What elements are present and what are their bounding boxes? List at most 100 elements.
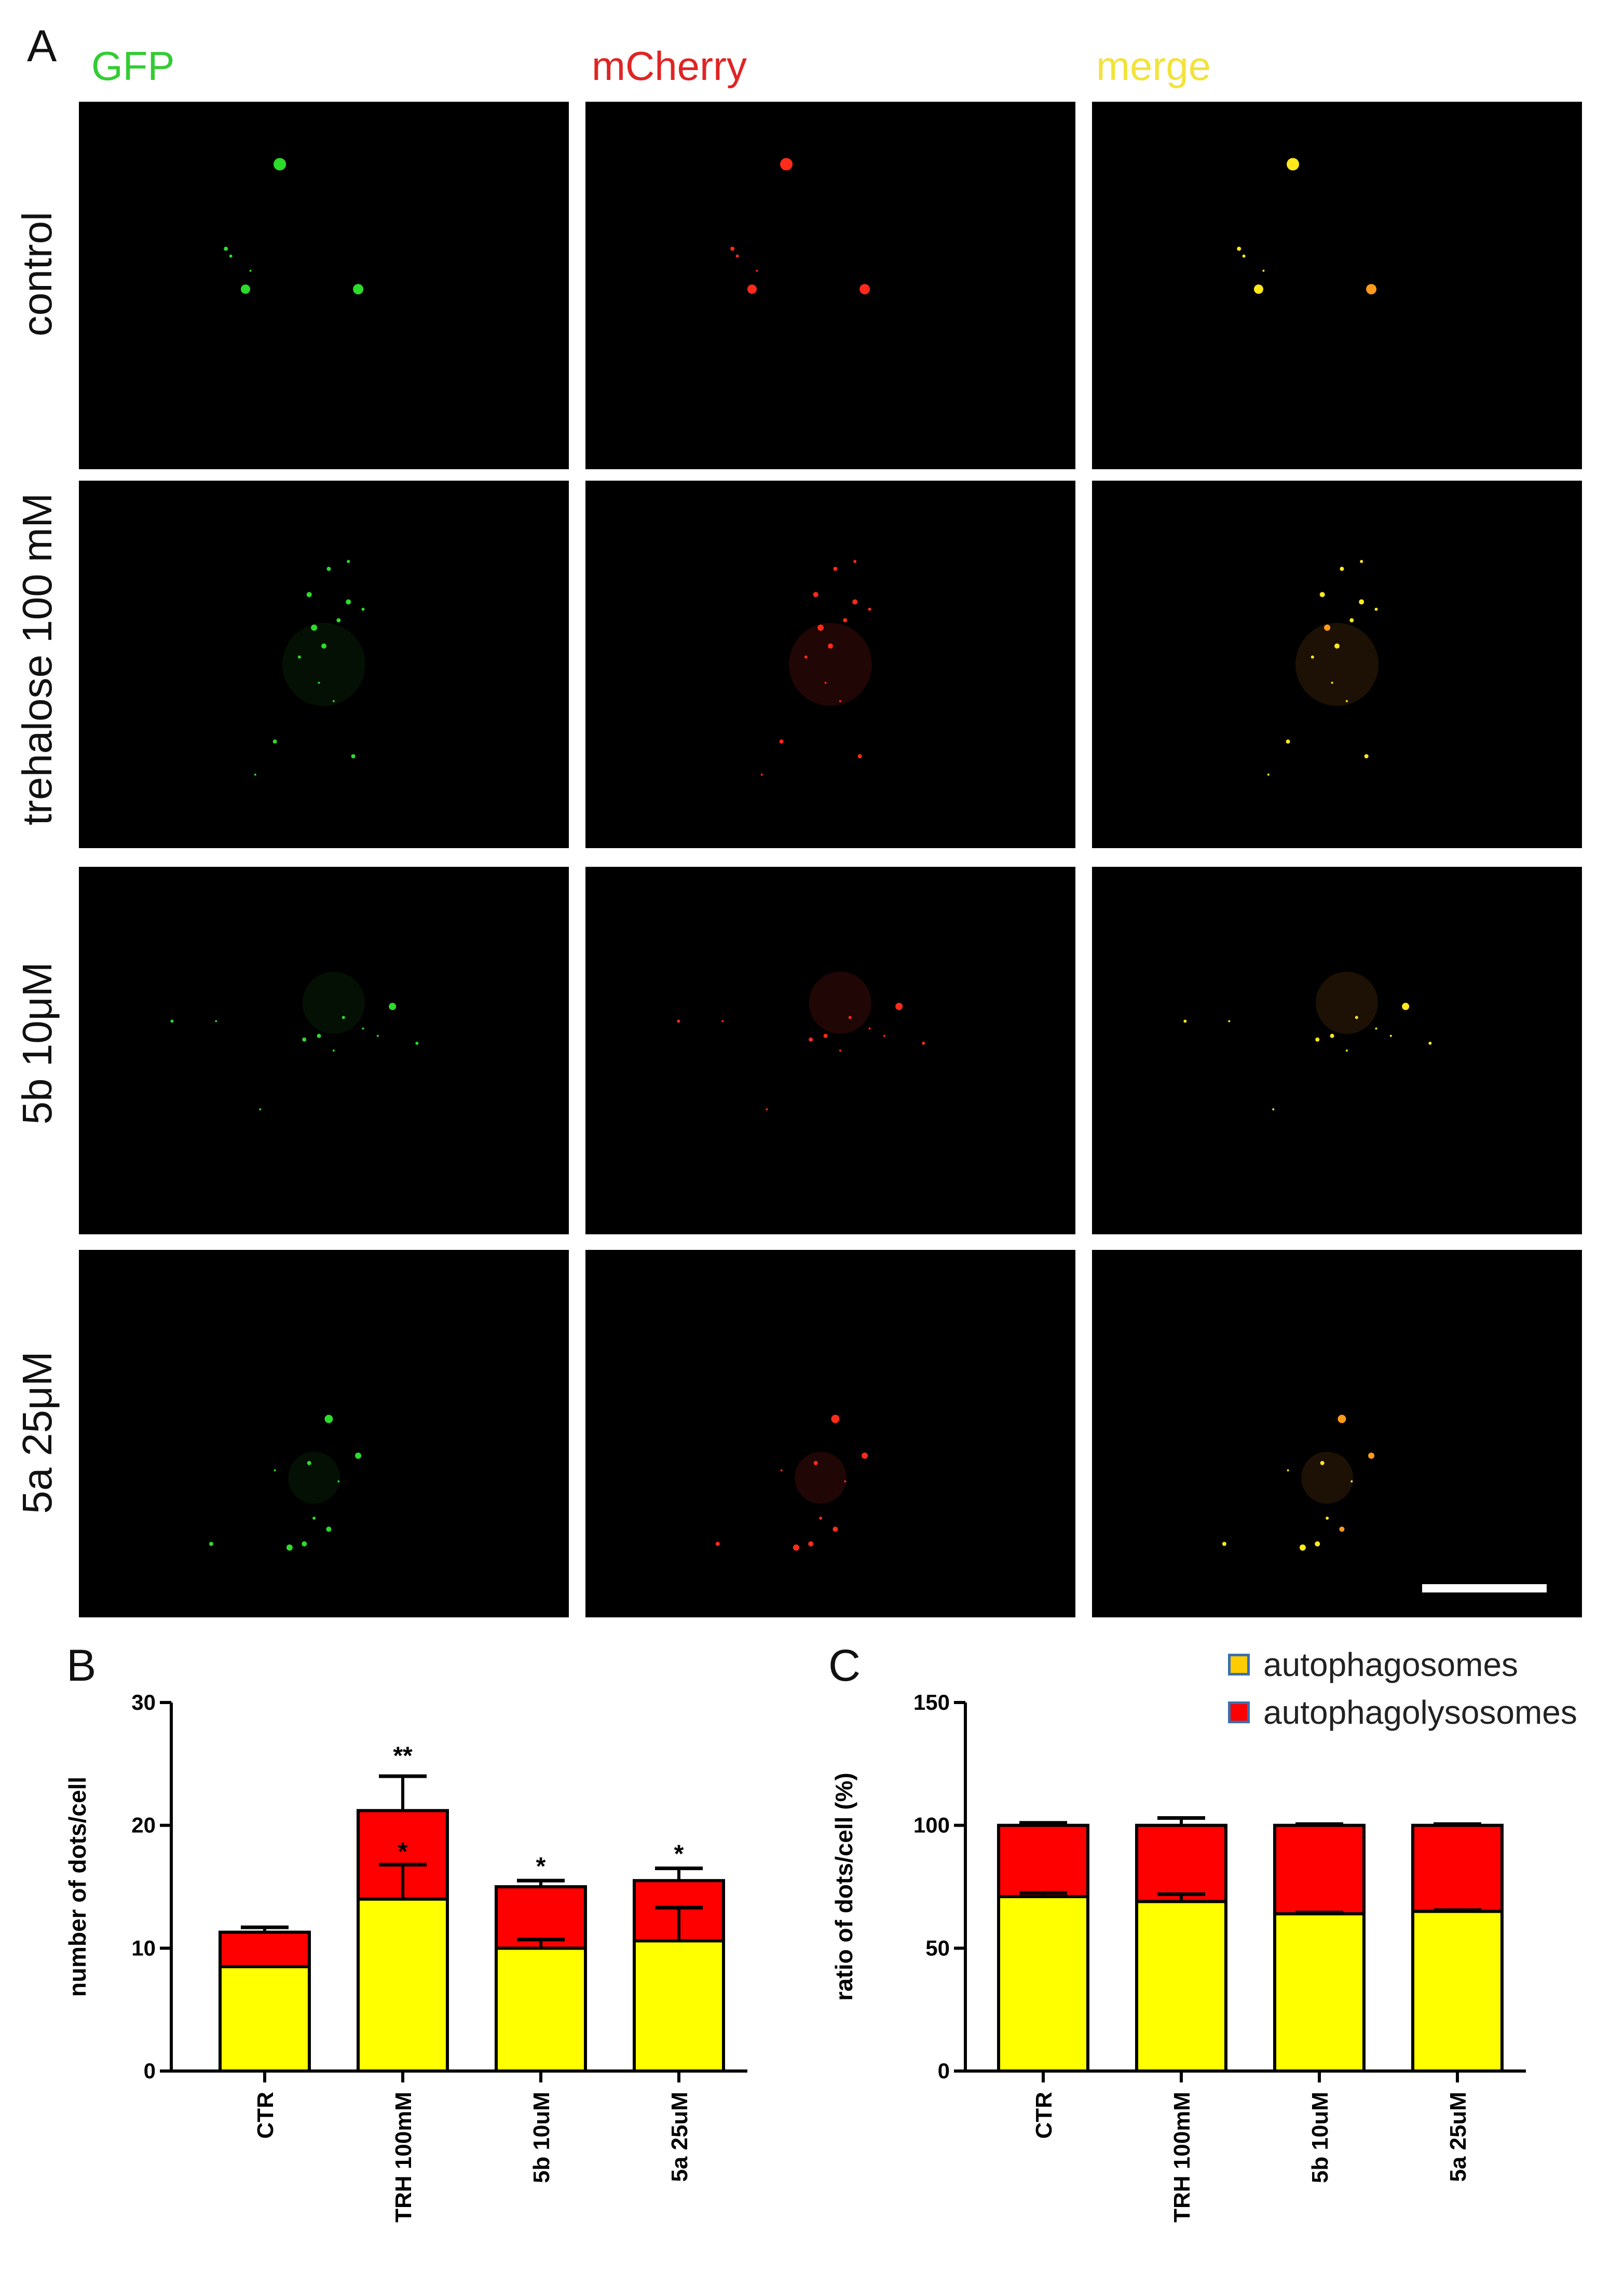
micrograph-image: [1237, 158, 1377, 295]
fluorescent-puncta: [839, 700, 841, 702]
fluorescent-puncta: [859, 284, 870, 295]
x-tick-label: 5b 10uM: [529, 2092, 554, 2183]
fluorescent-puncta: [1402, 1003, 1410, 1011]
fluorescent-puncta: [1272, 1108, 1275, 1111]
fluorescent-puncta: [1299, 1544, 1306, 1551]
micrograph-image: [677, 971, 925, 1111]
fluorescent-puncta: [1364, 754, 1369, 758]
fluorescent-puncta: [808, 1541, 814, 1547]
fluorescent-puncta: [1375, 1027, 1377, 1030]
panel-c-label: C: [828, 1641, 861, 1691]
fluorescent-puncta: [1334, 643, 1340, 649]
fluorescent-puncta: [209, 1542, 213, 1546]
y-tick-label: 50: [925, 1936, 950, 1960]
micrograph-image: [1183, 971, 1432, 1111]
micrograph-image: [1222, 1414, 1375, 1551]
fluorescent-puncta: [766, 1108, 768, 1111]
y-axis-label: number of dots/cell: [64, 1777, 91, 1997]
micrograph-row3-col3: [1092, 867, 1582, 1234]
micrograph-image: [209, 1414, 362, 1551]
y-tick-label: 100: [913, 1813, 950, 1837]
diffuse-glow: [795, 1451, 847, 1504]
fluorescent-puncta: [1368, 1452, 1375, 1459]
fluorescent-puncta: [823, 1033, 828, 1038]
micrograph-image: [1267, 560, 1379, 776]
diffuse-glow: [282, 623, 365, 706]
fluorescent-puncta: [857, 754, 862, 758]
fluorescent-puncta: [852, 599, 858, 605]
fluorescent-puncta: [337, 1480, 340, 1483]
fluorescent-puncta: [1428, 1041, 1432, 1045]
fluorescent-puncta: [868, 1027, 871, 1030]
fluorescent-puncta: [779, 739, 784, 744]
fluorescent-puncta: [809, 1037, 813, 1042]
significance-marker: *: [398, 1838, 408, 1865]
y-tick-label: 30: [131, 1690, 156, 1714]
fluorescent-puncta: [817, 624, 824, 631]
bar-autophagosomes: [1411, 1910, 1504, 2073]
x-tick-label: TRH 100mM: [1169, 2092, 1195, 2223]
fluorescent-puncta: [272, 739, 277, 744]
fluorescent-puncta: [1355, 1016, 1358, 1019]
fluorescent-puncta: [1360, 560, 1363, 563]
diffuse-glow: [1295, 623, 1379, 706]
fluorescent-puncta: [215, 1020, 217, 1023]
fluorescent-puncta: [336, 618, 341, 623]
fluorescent-puncta: [302, 1037, 307, 1042]
fluorescent-puncta: [274, 158, 286, 171]
fluorescent-puncta: [1331, 682, 1333, 684]
fluorescent-puncta: [715, 1542, 720, 1546]
significance-marker: **: [393, 1742, 413, 1769]
bar-autophagolysosomes: [1273, 1823, 1366, 1916]
fluorescent-puncta: [735, 254, 739, 258]
x-tick-label: TRH 100mM: [391, 2092, 416, 2223]
fluorescent-puncta: [1366, 284, 1377, 295]
micrograph-row2-col3: [1092, 481, 1582, 848]
bar-autophagosomes: [357, 1897, 449, 2073]
micrograph-image: [760, 560, 872, 776]
scale-bar: [1422, 1584, 1547, 1592]
fluorescent-puncta: [848, 1016, 852, 1019]
fluorescent-puncta: [361, 607, 365, 611]
fluorescent-puncta: [1389, 1034, 1392, 1037]
significance-marker: *: [536, 1853, 546, 1880]
fluorescent-puncta: [297, 655, 301, 659]
fluorescent-puncta: [332, 1050, 335, 1052]
fluorescent-puncta: [843, 618, 848, 623]
fluorescent-puncta: [240, 284, 250, 294]
x-tick-label: 5a 25uM: [667, 2092, 692, 2182]
fluorescent-puncta: [326, 1527, 332, 1532]
legend-autophagolysosomes: autophagolysosomes: [1228, 1693, 1577, 1732]
fluorescent-puncta: [1262, 269, 1265, 272]
fluorescent-puncta: [1345, 1050, 1348, 1052]
fluorescent-puncta: [747, 284, 757, 294]
fluorescent-puncta: [1338, 1414, 1346, 1423]
bar-autophagolysosomes: [1411, 1823, 1504, 1913]
fluorescent-puncta: [389, 1003, 397, 1011]
fluorescent-puncta: [839, 1050, 841, 1052]
y-tick-label: 10: [131, 1936, 156, 1960]
diffuse-glow: [1315, 971, 1378, 1034]
bar-autophagolysosomes: [1135, 1823, 1227, 1903]
diffuse-glow: [789, 623, 872, 706]
fluorescent-puncta: [677, 1019, 680, 1023]
micrograph-image: [715, 1414, 868, 1551]
fluorescent-puncta: [824, 682, 827, 684]
fluorescent-puncta: [1374, 607, 1378, 611]
bar-autophagosomes: [219, 1965, 311, 2073]
x-tick-label: CTR: [253, 2092, 278, 2139]
fluorescent-puncta: [332, 700, 335, 702]
micrograph-image: [224, 158, 364, 295]
micrograph-row2-col2: [585, 481, 1075, 848]
fluorescent-puncta: [844, 1480, 847, 1483]
fluorescent-puncta: [828, 643, 833, 649]
fluorescent-puncta: [326, 566, 331, 571]
fluorescent-puncta: [286, 1544, 293, 1551]
fluorescent-puncta: [312, 1516, 316, 1520]
fluorescent-puncta: [1286, 739, 1290, 744]
legend-autophagosomes: autophagosomes: [1228, 1645, 1518, 1684]
fluorescent-puncta: [311, 624, 318, 631]
fluorescent-puncta: [1242, 254, 1246, 258]
fluorescent-puncta: [804, 655, 808, 659]
diffuse-glow: [288, 1451, 340, 1504]
